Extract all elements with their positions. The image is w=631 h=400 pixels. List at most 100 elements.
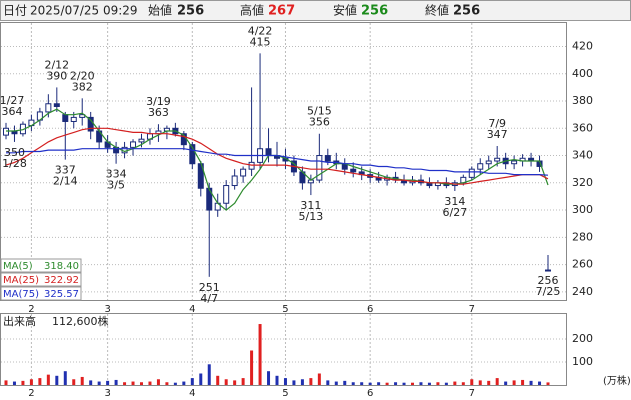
volume-bar xyxy=(351,382,355,385)
legend-value: 322.92 xyxy=(44,275,79,286)
volume-bar xyxy=(123,382,127,385)
candle-body xyxy=(324,155,331,162)
annotation-date: 4/7 xyxy=(200,292,218,305)
volume-bar xyxy=(199,373,203,385)
volume-bar xyxy=(55,375,59,385)
volume-tick-label: 100 xyxy=(572,355,593,368)
annotation-date: 1/27 xyxy=(0,94,24,107)
volume-bar xyxy=(436,382,440,385)
header-datetime: 2025/07/25 09:29 xyxy=(30,4,138,18)
volume-x-tick-label: 7 xyxy=(469,388,475,399)
annotation-value: 382 xyxy=(72,80,93,93)
candle-body xyxy=(248,161,255,170)
volume-latest: 112,600株 xyxy=(52,314,109,328)
volume-bar xyxy=(165,382,169,385)
volume-bar xyxy=(546,382,550,385)
x-tick-label: 4 xyxy=(189,304,195,315)
volume-bar xyxy=(478,380,482,385)
volume-bar xyxy=(148,381,152,385)
annotation-value: 350 xyxy=(4,146,25,159)
candle-body xyxy=(350,168,357,173)
volume-bar xyxy=(309,378,313,385)
candle-body xyxy=(138,138,145,143)
annotation-date: 2/14 xyxy=(53,175,78,188)
volume-x-tick-label: 6 xyxy=(367,388,373,399)
legend-box xyxy=(0,272,82,287)
x-tick-label: 7 xyxy=(469,304,475,315)
candle-body xyxy=(265,148,272,157)
volume-bar xyxy=(182,381,186,385)
volume-bar xyxy=(114,379,118,385)
volume-bar xyxy=(258,324,262,385)
volume-bar xyxy=(190,378,194,385)
header-open-label: 始値 xyxy=(148,3,172,18)
volume-bar xyxy=(241,378,245,385)
candle-body xyxy=(511,160,518,165)
volume-title: 出来高 xyxy=(3,314,36,328)
volume-bar xyxy=(326,380,330,385)
volume-bar xyxy=(106,380,110,385)
annotation-value: 347 xyxy=(487,128,508,141)
y-tick-label: 260 xyxy=(572,258,593,271)
volume-x-tick-label: 5 xyxy=(282,388,288,399)
x-tick-label: 3 xyxy=(104,304,110,315)
volume-bar xyxy=(156,379,160,385)
candle-body xyxy=(477,163,484,170)
y-tick-label: 360 xyxy=(572,121,593,134)
header-open: 256 xyxy=(177,4,204,19)
volume-bar xyxy=(317,373,321,385)
annotation-value: 390 xyxy=(46,69,67,82)
candle-body xyxy=(62,114,69,122)
volume-bar xyxy=(250,350,254,385)
volume-bar xyxy=(343,380,347,385)
volume-bar xyxy=(453,381,457,385)
volume-bar xyxy=(368,382,372,385)
header-high-label: 高値 xyxy=(240,3,264,18)
volume-tick-label: 200 xyxy=(572,332,593,345)
volume-bar xyxy=(538,381,542,385)
header-low-label: 安値 xyxy=(333,3,357,18)
candle-body xyxy=(53,103,60,107)
volume-bar xyxy=(385,382,389,385)
volume-panel xyxy=(0,313,567,386)
volume-bar xyxy=(233,380,237,385)
volume-bar xyxy=(12,381,16,385)
volume-bar xyxy=(131,381,135,385)
annotation-value: 251 xyxy=(199,281,220,294)
volume-bar xyxy=(38,378,42,385)
y-tick-label: 380 xyxy=(572,94,593,107)
annotation-date: 5/15 xyxy=(307,105,332,118)
candle-body xyxy=(189,144,196,165)
y-tick-label: 340 xyxy=(572,149,593,162)
volume-bar xyxy=(411,382,414,385)
volume-bar xyxy=(377,382,381,385)
volume-bar xyxy=(402,382,406,385)
volume-bar xyxy=(360,382,364,385)
annotation-value: 356 xyxy=(309,116,330,129)
volume-bar xyxy=(80,376,84,385)
volume-bar xyxy=(461,382,465,385)
legend-value: 318.40 xyxy=(44,261,79,272)
annotation-date: 1/28 xyxy=(2,157,27,170)
y-tick-label: 320 xyxy=(572,176,593,189)
volume-bar xyxy=(495,378,499,385)
candle-body xyxy=(485,160,492,165)
volume-bar xyxy=(512,380,516,385)
volume-bar xyxy=(521,379,525,385)
volume-bar xyxy=(394,382,398,385)
candle-body xyxy=(545,269,551,272)
legend-name: MA(25) xyxy=(3,275,39,286)
y-tick-label: 240 xyxy=(572,285,593,298)
candle-body xyxy=(316,155,323,181)
volume-bar xyxy=(97,381,101,385)
x-tick-label: 5 xyxy=(282,304,288,315)
price-panel xyxy=(0,22,567,301)
volume-bar xyxy=(89,380,93,385)
y-tick-label: 300 xyxy=(572,203,593,216)
legend-name: MA(5) xyxy=(3,261,33,272)
annotation-value: 363 xyxy=(148,106,169,119)
volume-unit: (万株) xyxy=(603,374,631,387)
annotation-value: 256 xyxy=(538,274,559,287)
